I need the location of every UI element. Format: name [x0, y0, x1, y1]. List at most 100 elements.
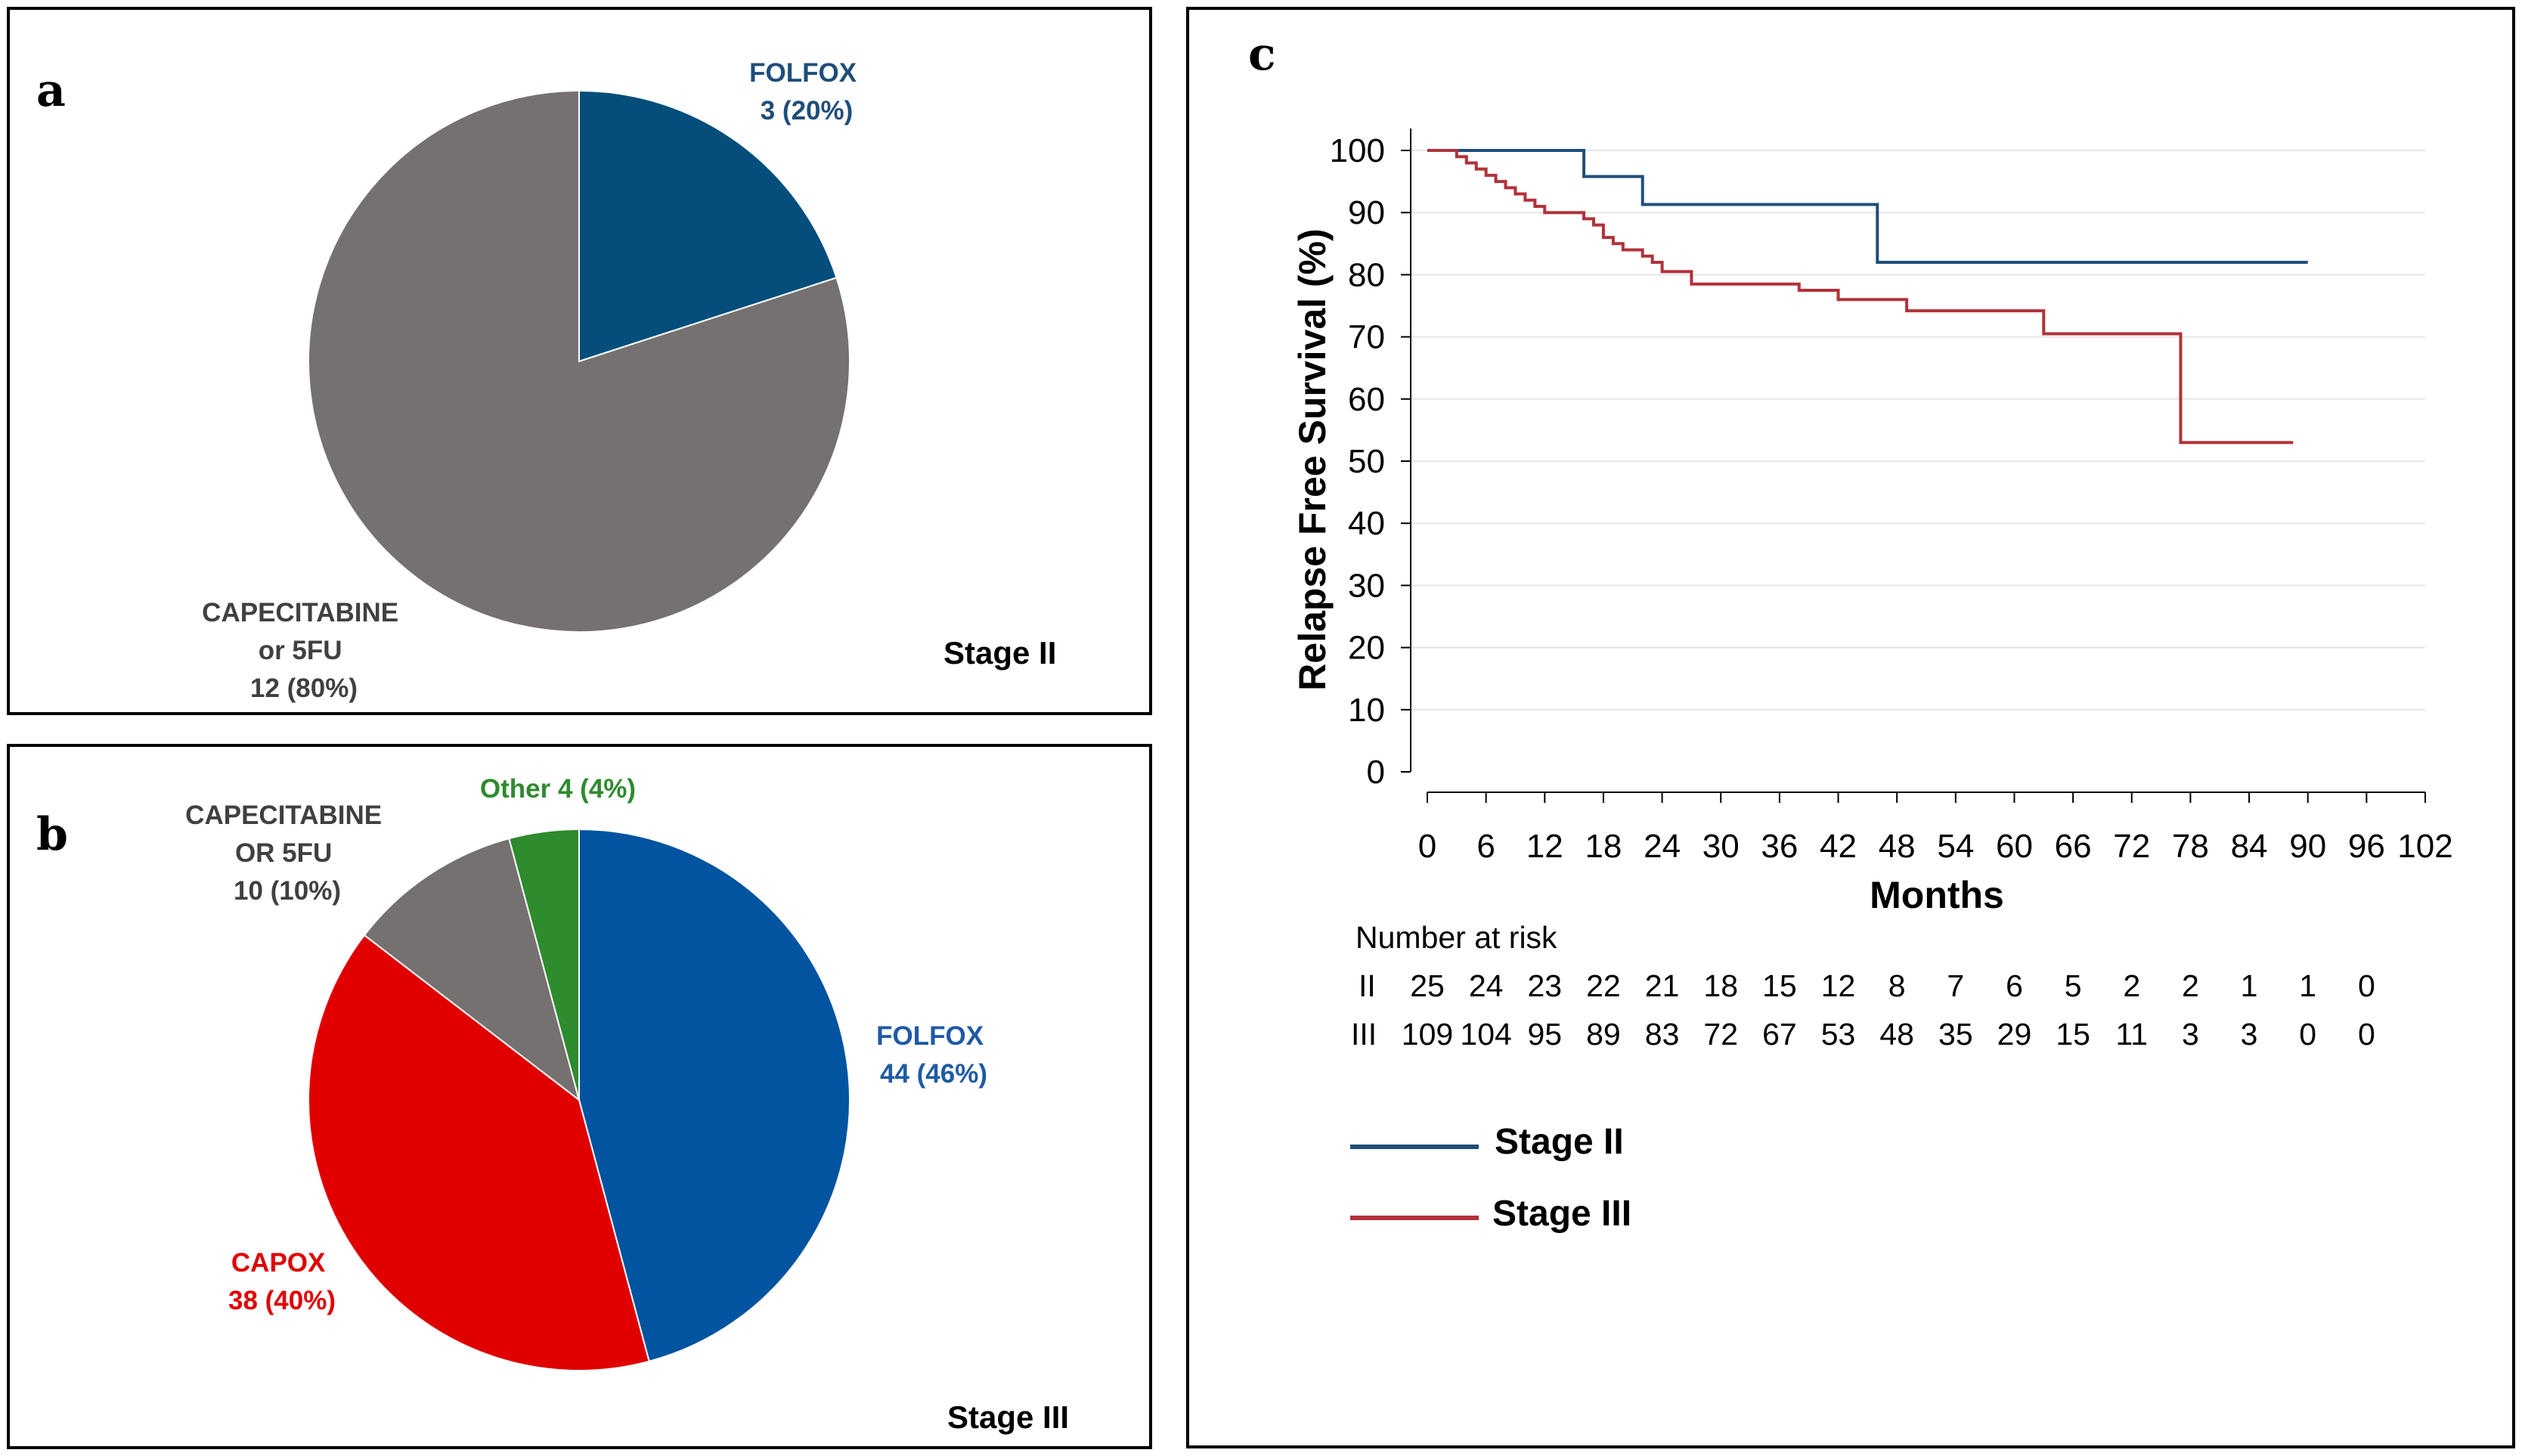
pie-b-cape-line-3: 10 (10%): [234, 876, 341, 906]
risk-row-label-ii: II: [1359, 968, 1376, 1003]
x-tick-label: 42: [1820, 828, 1857, 865]
risk-cell: 0: [2358, 1017, 2375, 1052]
pie-b-capox-line-1: CAPOX: [231, 1248, 326, 1278]
km-x-ticks: 0 6 12 18 24 30 36 42 48 54 60 66 72 78 84 90 96 102: [1418, 792, 2453, 865]
risk-cell: 83: [1645, 1017, 1680, 1052]
risk-cell: 89: [1586, 1017, 1621, 1052]
pie-a-folfox-line-1: FOLFOX: [749, 58, 857, 88]
x-tick-label: 84: [2231, 828, 2268, 865]
pie-b-label-cape: CAPECITABINE OR 5FU 10 (10%): [185, 801, 389, 906]
pie-b-folfox-line-1: FOLFOX: [876, 1021, 984, 1051]
risk-cell: 48: [1879, 1017, 1914, 1052]
risk-cell: 25: [1410, 968, 1445, 1003]
panel-a-letter: a: [36, 64, 66, 117]
y-tick-label: 50: [1348, 443, 1385, 480]
risk-cell: 6: [2006, 968, 2023, 1003]
risk-cell: 24: [1469, 968, 1504, 1003]
risk-cell: 7: [1947, 968, 1964, 1003]
x-tick-label: 6: [1476, 828, 1495, 865]
x-tick-label: 72: [2113, 828, 2150, 865]
y-tick-label: 100: [1330, 132, 1385, 169]
pie-b-slice-cape: [363, 837, 581, 1102]
risk-cell: 15: [1762, 968, 1797, 1003]
risk-cell: 21: [1645, 968, 1680, 1003]
risk-cell: 104: [1460, 1017, 1511, 1052]
y-tick-label: 40: [1348, 505, 1385, 542]
risk-cell: 2: [2182, 968, 2199, 1003]
pie-a-slice-folfox: [578, 89, 838, 363]
pie-a-cape-line-2: or 5FU: [259, 636, 342, 665]
x-tick-label: 12: [1526, 828, 1563, 865]
pie-b-label-other: Other 4 (4%): [480, 774, 636, 804]
stage-iii-pie: [307, 828, 850, 1371]
y-tick-label: 30: [1348, 567, 1385, 604]
risk-cell: 8: [1888, 968, 1906, 1003]
x-tick-label: 96: [2348, 828, 2385, 865]
risk-cell: 67: [1762, 1017, 1797, 1052]
risk-cell: 0: [2358, 968, 2375, 1003]
risk-cell: 1: [2299, 968, 2316, 1003]
risk-cell: 72: [1703, 1017, 1738, 1052]
x-tick-label: 66: [2055, 828, 2092, 865]
risk-cell: 22: [1586, 968, 1621, 1003]
risk-cell: 15: [2056, 1017, 2090, 1052]
pie-b-folfox-line-2: 44 (46%): [880, 1059, 987, 1089]
risk-cell: 5: [2065, 968, 2082, 1003]
risk-cell: 29: [1997, 1017, 2032, 1052]
pie-a-cape-line-3: 12 (80%): [250, 674, 358, 703]
y-tick-label: 60: [1348, 381, 1385, 418]
pie-b-label-capox: CAPOX 38 (40%): [228, 1248, 336, 1315]
x-tick-label: 48: [1879, 828, 1916, 865]
pie-b-slice-capox: [307, 934, 650, 1371]
y-tick-label: 0: [1367, 754, 1385, 791]
pie-b-slice-folfox: [578, 828, 850, 1363]
y-tick-label: 10: [1348, 692, 1385, 729]
pie-b-cape-line-1: CAPECITABINE: [185, 801, 382, 830]
risk-row-label-iii: III: [1351, 1017, 1377, 1052]
km-y-ticks: 0 10 20 30 40 50 60 70 80 90 100: [1330, 132, 1411, 791]
stage-ii-pie: [308, 89, 850, 633]
panel-c-frame: [1186, 7, 2515, 1448]
risk-cell: 3: [2182, 1017, 2199, 1052]
pie-b-label-folfox: FOLFOX 44 (46%): [876, 1021, 991, 1089]
stage-iii-curve: [1427, 149, 2294, 445]
risk-table-title: Number at risk: [1355, 920, 1557, 955]
risk-cell: 95: [1527, 1017, 1562, 1052]
y-tick-label: 70: [1348, 319, 1385, 356]
km-axes: [1410, 129, 2425, 793]
risk-cell: 23: [1527, 968, 1562, 1003]
risk-cell: 1: [2241, 968, 2258, 1003]
stage-iii-label: Stage III: [947, 1399, 1069, 1435]
risk-cell: 0: [2299, 1017, 2316, 1052]
risk-cell: 2: [2123, 968, 2140, 1003]
risk-cell: 18: [1703, 968, 1738, 1003]
risk-cell: 53: [1821, 1017, 1856, 1052]
pie-b-slice-other: [508, 828, 580, 1101]
stage-ii-label: Stage II: [943, 635, 1056, 671]
risk-cell: 11: [2115, 1017, 2148, 1052]
y-axis-title: Relapse Free Survival (%): [1291, 228, 1334, 690]
x-tick-label: 18: [1585, 828, 1622, 865]
y-tick-label: 20: [1348, 630, 1385, 667]
x-tick-label: 30: [1703, 828, 1740, 865]
pie-a-cape-line-1: CAPECITABINE: [202, 598, 398, 627]
km-curves: [1427, 149, 2308, 445]
x-axis-title: Months: [1870, 874, 2004, 916]
pie-b-capox-line-2: 38 (40%): [228, 1286, 336, 1315]
x-tick-label: 24: [1644, 828, 1681, 865]
x-tick-label: 102: [2397, 828, 2452, 865]
x-tick-label: 36: [1761, 828, 1798, 865]
pie-a-label-folfox: FOLFOX 3 (20%): [749, 58, 864, 125]
x-tick-label: 60: [1996, 828, 2033, 865]
pie-a-slice-cape: [308, 89, 850, 633]
panel-c-letter: c: [1248, 28, 1276, 81]
risk-cell: 3: [2241, 1017, 2258, 1052]
y-tick-label: 80: [1348, 256, 1385, 293]
risk-cell: 35: [1938, 1017, 1973, 1052]
panel-b-letter: b: [36, 808, 68, 861]
x-tick-label: 90: [2289, 828, 2326, 865]
legend-stage-ii-label: Stage II: [1495, 1122, 1624, 1162]
pie-a-folfox-line-2: 3 (20%): [761, 96, 854, 125]
